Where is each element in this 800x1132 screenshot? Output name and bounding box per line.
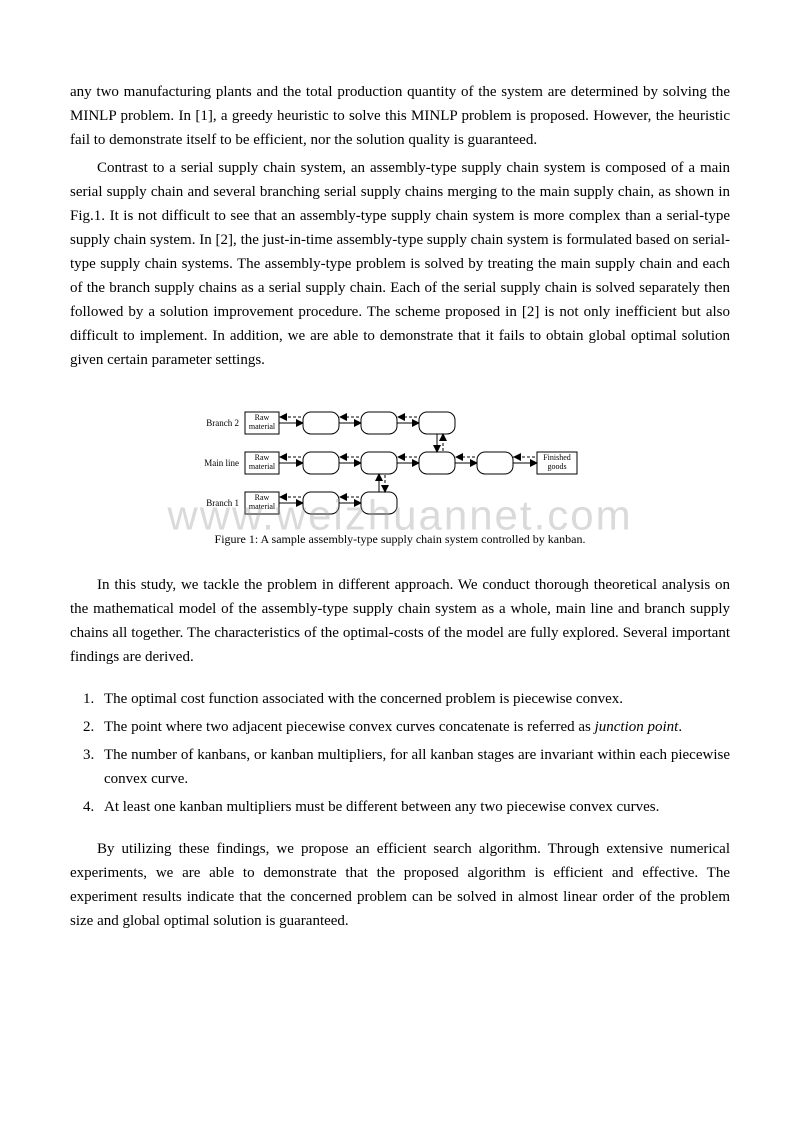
finding-2a: The point where two adjacent piecewise c… (104, 719, 595, 735)
finding-1: The optimal cost function associated wit… (98, 687, 730, 711)
paragraph-1: any two manufacturing plants and the tot… (70, 80, 730, 152)
svg-text:Branch 1: Branch 1 (206, 498, 239, 508)
findings-list: The optimal cost function associated wit… (70, 687, 730, 819)
supply-chain-diagram: Branch 2RawmaterialMain lineRawmaterialF… (185, 394, 615, 524)
finding-2b: junction point (595, 719, 679, 735)
finding-2: The point where two adjacent piecewise c… (98, 715, 730, 739)
paragraph-4: By utilizing these findings, we propose … (70, 837, 730, 933)
finding-2c: . (678, 719, 682, 735)
finding-3: The number of kanbans, or kanban multipl… (98, 743, 730, 791)
figure-caption: Figure 1: A sample assembly-type supply … (70, 530, 730, 549)
finding-4: At least one kanban multipliers must be … (98, 795, 730, 819)
figure-1: Branch 2RawmaterialMain lineRawmaterialF… (70, 394, 730, 549)
svg-text:Branch 2: Branch 2 (206, 418, 239, 428)
paragraph-2: Contrast to a serial supply chain system… (70, 156, 730, 372)
paragraph-3: In this study, we tackle the problem in … (70, 573, 730, 669)
svg-text:Main line: Main line (204, 458, 239, 468)
